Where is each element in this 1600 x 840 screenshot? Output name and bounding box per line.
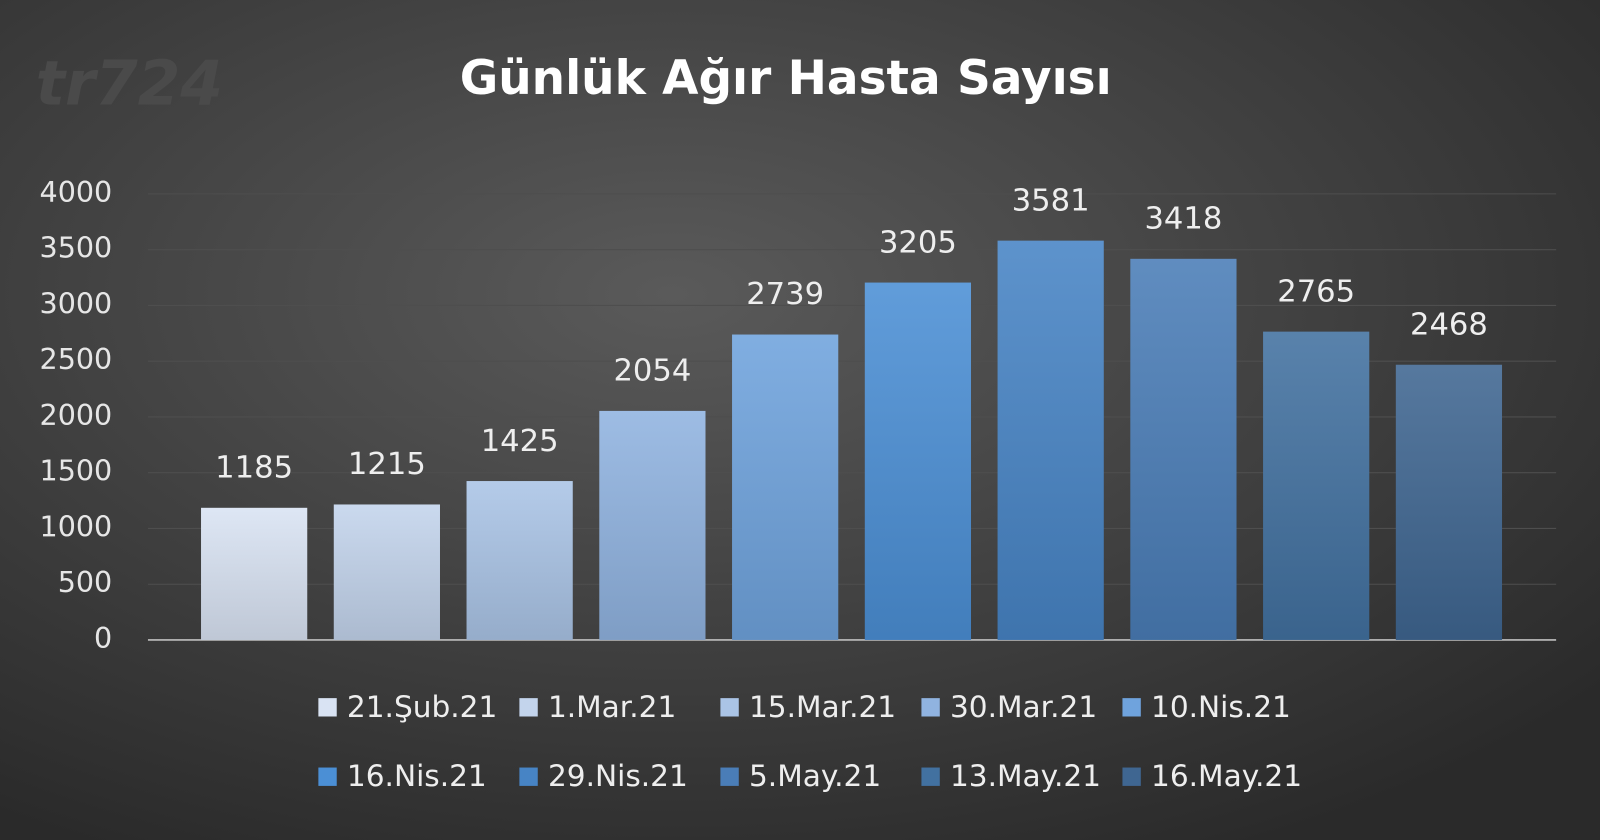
bar bbox=[864, 282, 972, 640]
bar bbox=[1395, 364, 1503, 640]
legend-label: 1.Mar.21 bbox=[548, 690, 676, 724]
legend-swatch bbox=[720, 767, 739, 786]
legend-label: 13.May.21 bbox=[950, 759, 1101, 793]
legend-label: 21.Şub.21 bbox=[347, 690, 497, 724]
legend-label: 16.Nis.21 bbox=[347, 759, 487, 793]
legend-label: 30.Mar.21 bbox=[950, 690, 1097, 724]
data-label: 1425 bbox=[481, 424, 559, 459]
y-tick-label: 2000 bbox=[40, 398, 113, 432]
data-label: 2765 bbox=[1277, 274, 1355, 309]
data-label: 3581 bbox=[1012, 183, 1090, 218]
legend-swatch bbox=[921, 767, 940, 786]
legend-label: 5.May.21 bbox=[749, 759, 881, 793]
legend-label: 16.May.21 bbox=[1151, 759, 1302, 793]
data-label: 1215 bbox=[348, 447, 426, 482]
bar bbox=[1263, 331, 1370, 640]
chart-title: Günlük Ağır Hasta Sayısı bbox=[460, 51, 1112, 106]
legend-label: 29.Nis.21 bbox=[548, 759, 688, 793]
legend-swatch bbox=[720, 698, 739, 717]
data-label: 3205 bbox=[879, 225, 957, 260]
legend-swatch bbox=[318, 767, 337, 786]
data-label: 3418 bbox=[1144, 202, 1222, 237]
y-tick-label: 500 bbox=[58, 565, 113, 599]
legend-swatch bbox=[519, 767, 538, 786]
data-label: 2468 bbox=[1410, 307, 1488, 342]
bar bbox=[333, 504, 440, 640]
legend-swatch bbox=[1122, 767, 1141, 786]
watermark: tr724 bbox=[36, 48, 223, 119]
y-tick-label: 0 bbox=[94, 621, 112, 655]
y-tick-label: 3500 bbox=[40, 231, 113, 265]
bar bbox=[1130, 258, 1237, 640]
legend-swatch bbox=[519, 698, 538, 717]
bar bbox=[599, 410, 706, 640]
y-tick-label: 1500 bbox=[40, 454, 113, 488]
bar bbox=[997, 240, 1104, 640]
legend-label: 15.Mar.21 bbox=[749, 690, 896, 724]
bar bbox=[201, 507, 308, 640]
y-tick-label: 4000 bbox=[40, 175, 113, 209]
legend-swatch bbox=[1122, 698, 1141, 717]
legend-swatch bbox=[318, 698, 337, 717]
legend-swatch bbox=[921, 698, 940, 717]
legend-label: 10.Nis.21 bbox=[1151, 690, 1291, 724]
data-label: 1185 bbox=[215, 451, 293, 486]
y-tick-label: 2500 bbox=[40, 342, 113, 376]
bar bbox=[466, 481, 573, 640]
y-tick-label: 1000 bbox=[40, 509, 113, 543]
bar bbox=[732, 334, 839, 640]
data-label: 2739 bbox=[746, 277, 824, 312]
y-tick-label: 3000 bbox=[40, 286, 113, 320]
data-label: 2054 bbox=[613, 354, 691, 389]
